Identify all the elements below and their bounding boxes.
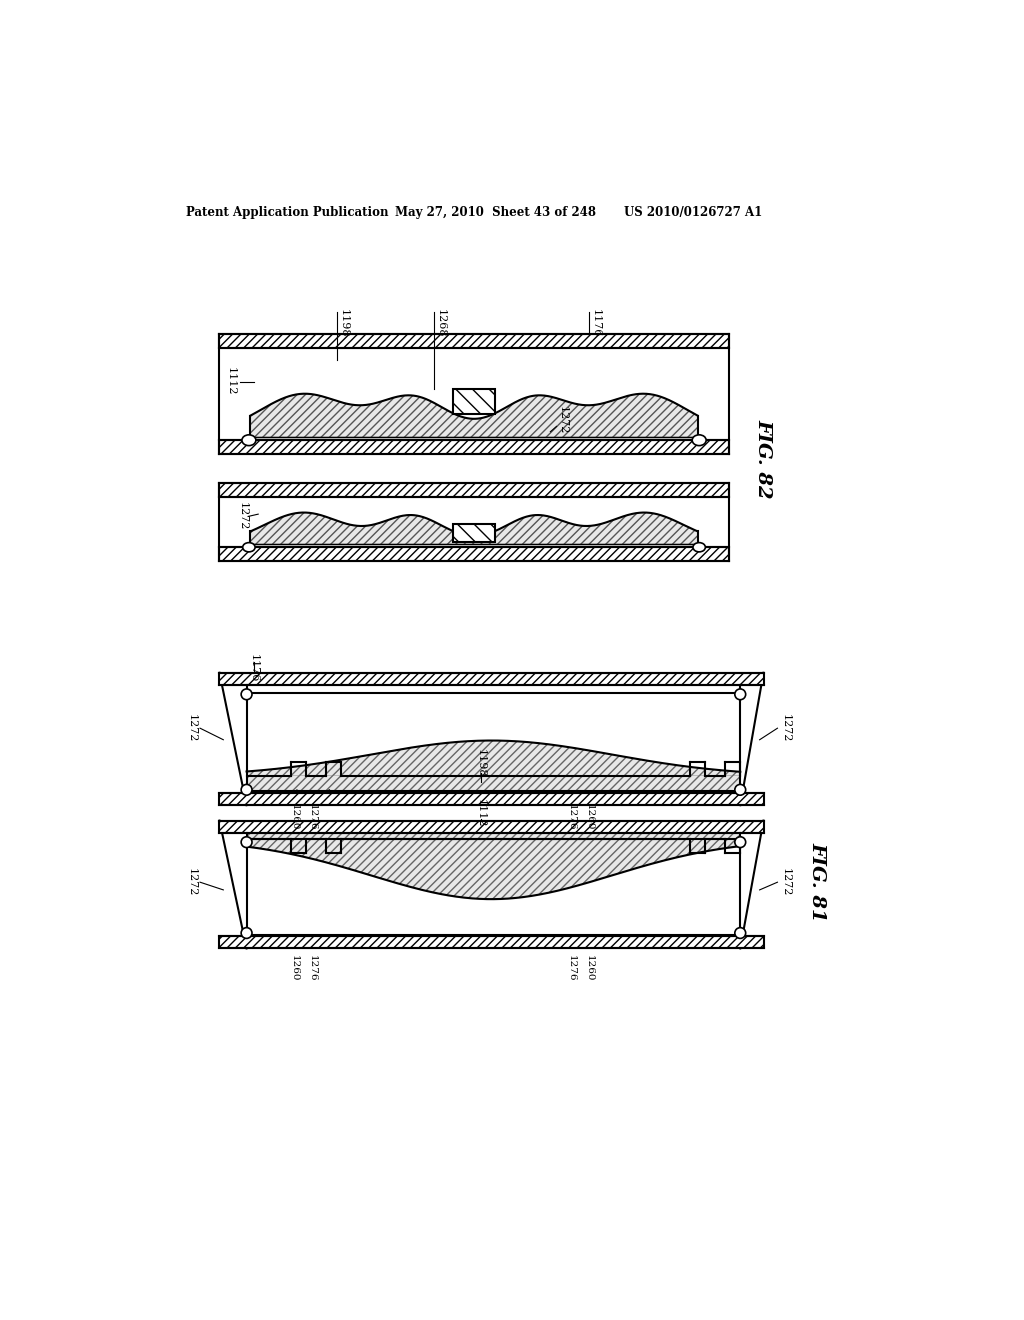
Text: 1272: 1272 <box>238 503 248 531</box>
Circle shape <box>735 689 745 700</box>
Bar <box>453 389 496 414</box>
Text: 1276: 1276 <box>567 956 575 982</box>
Text: Patent Application Publication: Patent Application Publication <box>186 206 389 219</box>
Text: 1260: 1260 <box>585 956 594 982</box>
Ellipse shape <box>243 543 255 552</box>
Text: 1272: 1272 <box>780 869 791 896</box>
Text: 1260: 1260 <box>290 804 299 830</box>
Text: 1176: 1176 <box>249 653 258 682</box>
Bar <box>453 524 496 543</box>
Text: 1260: 1260 <box>585 804 594 830</box>
Text: May 27, 2010  Sheet 43 of 248: May 27, 2010 Sheet 43 of 248 <box>395 206 596 219</box>
Bar <box>219 821 764 833</box>
Text: 1260: 1260 <box>290 956 299 982</box>
Text: 1276: 1276 <box>308 804 317 830</box>
Text: 1272: 1272 <box>186 869 197 896</box>
Text: US 2010/0126727 A1: US 2010/0126727 A1 <box>624 206 762 219</box>
Text: FIG. 81: FIG. 81 <box>809 842 826 921</box>
Text: 1276: 1276 <box>567 804 575 830</box>
Ellipse shape <box>692 434 707 446</box>
Bar <box>219 936 764 949</box>
Bar <box>219 441 729 454</box>
Ellipse shape <box>693 543 706 552</box>
Bar <box>219 498 729 548</box>
Bar <box>219 348 729 441</box>
Bar <box>247 833 740 840</box>
Text: 1272: 1272 <box>780 714 791 742</box>
Circle shape <box>241 928 252 939</box>
Text: 1268: 1268 <box>435 309 445 337</box>
Text: 1112: 1112 <box>475 799 485 828</box>
Circle shape <box>241 784 252 795</box>
Bar <box>219 334 729 348</box>
Text: 1112: 1112 <box>226 367 237 396</box>
Text: 1276: 1276 <box>308 956 317 982</box>
Text: 1176: 1176 <box>591 309 601 337</box>
Bar <box>219 548 729 561</box>
Circle shape <box>241 837 252 847</box>
Text: FIG. 82: FIG. 82 <box>755 418 772 499</box>
Bar <box>247 833 740 840</box>
Bar <box>247 776 740 792</box>
Circle shape <box>735 837 745 847</box>
Text: 1272: 1272 <box>186 714 197 742</box>
Bar <box>247 776 740 792</box>
Bar <box>219 483 729 498</box>
Ellipse shape <box>242 434 256 446</box>
Text: 1198: 1198 <box>339 309 349 337</box>
Text: 1272: 1272 <box>558 407 568 434</box>
Circle shape <box>735 784 745 795</box>
Bar <box>219 793 764 805</box>
Bar <box>219 673 764 685</box>
Text: 1198: 1198 <box>475 748 485 777</box>
Circle shape <box>241 689 252 700</box>
Circle shape <box>735 928 745 939</box>
